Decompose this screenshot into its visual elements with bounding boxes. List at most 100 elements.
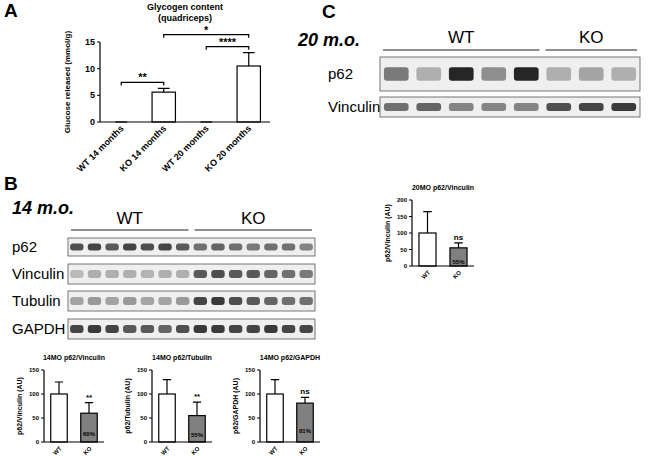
x-axis: [412, 265, 474, 266]
blot-band: [264, 325, 277, 333]
y-tick: [257, 418, 260, 419]
blot-band: [70, 297, 83, 305]
x-axis: [44, 441, 104, 442]
blot-band: [158, 297, 171, 305]
blot-band: [158, 243, 171, 250]
bar-chart: 14MO p62/GAPDHp62/GAPDH (AU)050100150WTK…: [232, 354, 320, 456]
y-axis-label: p62/Tubulin (AU): [124, 378, 132, 433]
y-axis: [151, 370, 152, 442]
blot-membrane: [68, 319, 315, 339]
blot-band: [211, 325, 224, 333]
significance: **: [138, 71, 147, 83]
blot-band: [176, 243, 189, 250]
blot-band: [481, 103, 506, 111]
x-axis: [152, 441, 212, 442]
blot-band: [88, 243, 101, 250]
blot-band: [416, 103, 441, 111]
blot-band: [70, 325, 83, 333]
blot-band: [247, 297, 260, 305]
y-tick: [97, 68, 100, 69]
y-tick-label: 50: [400, 247, 407, 253]
blot-band: [88, 297, 101, 305]
y-tick: [149, 370, 152, 371]
blot-band: [449, 67, 474, 81]
y-tick-label: 0: [144, 439, 148, 445]
y-axis: [259, 370, 260, 442]
blot-band: [282, 270, 295, 278]
y-tick-label: 100: [245, 391, 256, 397]
bar: [152, 92, 175, 122]
error-bar: [163, 380, 171, 394]
y-tick-label: 0: [404, 263, 408, 269]
blot-band: [158, 325, 171, 333]
data-label: 55%: [452, 259, 465, 265]
blot-band: [299, 297, 312, 305]
group-line: [71, 229, 189, 230]
blot-band: [282, 243, 295, 250]
chart-title: Glycogen content: [147, 2, 223, 12]
y-axis-label: p62/Vinculin (AU): [16, 377, 24, 435]
significance: ns: [454, 233, 464, 242]
bar-chart: 14MO p62/Tubulinp62/Tubulin (AU)05010015…: [124, 354, 212, 456]
blot-band: [194, 270, 207, 278]
y-tick: [97, 122, 100, 123]
significance: ****: [219, 36, 237, 48]
blot-membrane: [68, 291, 315, 311]
blot-band: [546, 67, 571, 81]
y-axis: [99, 42, 100, 122]
blot-band: [141, 297, 154, 305]
blot-band: [194, 325, 207, 333]
error-bar: [193, 402, 201, 415]
blot-membrane: [68, 264, 315, 284]
x-tick-label: WT: [420, 269, 431, 280]
group-label: KO: [241, 209, 266, 228]
y-tick: [149, 418, 152, 419]
group-label: WT: [117, 209, 143, 228]
data-label: 55%: [191, 432, 204, 438]
plot-area: [115, 53, 260, 122]
blot-band: [123, 297, 136, 305]
blot-band: [194, 243, 207, 250]
y-axis: [43, 370, 44, 442]
bar: [419, 233, 436, 266]
error-bar: [301, 397, 309, 403]
significance: **: [86, 393, 93, 402]
blot-band: [299, 325, 312, 333]
y-tick: [257, 394, 260, 395]
y-tick-label: 150: [29, 367, 40, 373]
y-tick-label: 100: [397, 230, 408, 236]
blot-row-label: Vinculin: [12, 265, 64, 282]
blot-band: [247, 243, 260, 250]
data-label: 60%: [83, 431, 96, 437]
blot-band: [611, 103, 636, 111]
y-tick-label: 5: [90, 90, 95, 100]
y-tick: [41, 442, 44, 443]
group-line: [546, 49, 638, 50]
blot-band: [282, 325, 295, 333]
blot-band: [229, 325, 242, 333]
x-tick-label: KO: [190, 445, 201, 456]
blot-band: [264, 297, 277, 305]
y-tick: [97, 42, 100, 43]
x-axis: [260, 441, 320, 442]
bar: [450, 248, 467, 266]
bar-chart: 14MO p62/Vinculinp62/Vinculin (AU)050100…: [16, 354, 105, 456]
y-tick-label: 50: [140, 415, 147, 421]
y-tick: [41, 370, 44, 371]
x-tick-label: KO: [298, 445, 309, 456]
blot-band: [194, 297, 207, 305]
blot-band: [579, 103, 604, 111]
group-label: KO: [579, 28, 604, 47]
blot-band: [211, 243, 224, 250]
blot-band: [70, 270, 83, 278]
blot-band: [105, 243, 118, 250]
y-tick: [409, 216, 412, 217]
blot-band: [158, 270, 171, 278]
y-tick-label: 50: [248, 415, 255, 421]
y-tick: [409, 266, 412, 267]
bar: [297, 403, 314, 442]
blot-band: [416, 67, 441, 81]
x-axis: [100, 121, 270, 122]
error-bar: [85, 403, 93, 414]
group-label: WT: [448, 28, 474, 47]
